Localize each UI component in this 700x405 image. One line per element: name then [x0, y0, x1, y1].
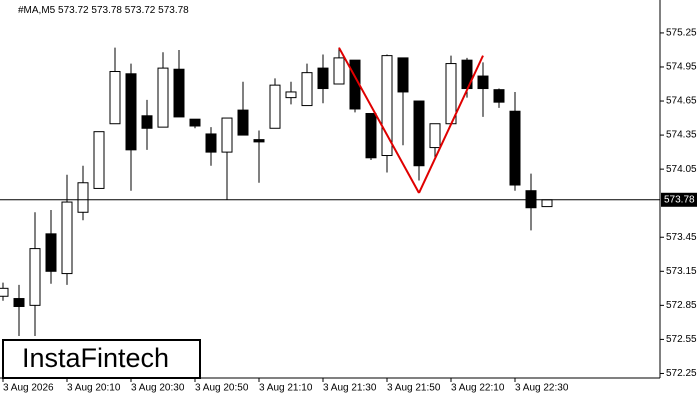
candle-body [205, 133, 217, 153]
x-tick-label: 3 Aug 20:30 [131, 383, 185, 394]
y-tick-label: 574.05 [666, 164, 697, 175]
y-tick-label: 573.45 [666, 232, 697, 243]
candle-body [0, 287, 9, 297]
y-tick-label: 574.65 [666, 96, 697, 107]
x-tick-label: 3 Aug 22:30 [515, 383, 569, 394]
candle-body [413, 100, 425, 167]
y-tick-label: 575.25 [666, 28, 697, 39]
candle-body [365, 113, 377, 159]
candle-body [381, 55, 393, 157]
y-tick-label: 574.35 [666, 130, 697, 141]
candle-body [269, 84, 281, 129]
chart-header: #MA,M5 573.72 573.78 573.72 573.78 [18, 5, 189, 16]
candle-body [509, 110, 521, 186]
candle-body [525, 190, 537, 209]
header-open: 573.72 [58, 5, 89, 16]
candle-body [253, 139, 265, 143]
candle-body [541, 199, 553, 208]
candle-body [109, 71, 121, 125]
y-tick-label: 572.85 [666, 300, 697, 311]
y-tick-label: 572.25 [666, 368, 697, 379]
candle-body [93, 131, 105, 189]
candle-body [13, 298, 25, 307]
candle-body [157, 67, 169, 128]
plot-area [0, 47, 553, 336]
x-tick-label: 3 Aug 21:50 [387, 383, 441, 394]
candle-body [397, 57, 409, 93]
y-tick-label: 573.15 [666, 266, 697, 277]
candle-body [333, 57, 345, 85]
y-tick-label: 574.95 [666, 62, 697, 73]
x-tick-label: 3 Aug 2026 [3, 383, 54, 394]
candle-body [301, 72, 313, 107]
candle-body [221, 117, 233, 153]
logo-box [2, 339, 201, 379]
candle-body [429, 123, 441, 149]
header-low: 573.72 [125, 5, 156, 16]
candle-body [45, 233, 57, 272]
candle-body [173, 68, 185, 118]
candle-body [237, 109, 249, 136]
x-tick-label: 3 Aug 21:30 [323, 383, 377, 394]
header-high: 573.78 [91, 5, 122, 16]
candle-body [189, 118, 201, 127]
y-tick-label: 572.55 [666, 334, 697, 345]
candle-body [29, 248, 41, 306]
candle-body [317, 67, 329, 90]
candle-body [141, 115, 153, 129]
symbol: #MA,M5 [18, 5, 56, 16]
logo: InstaFintech [22, 343, 169, 373]
candle-body [77, 182, 89, 213]
x-tick-label: 3 Aug 21:10 [259, 383, 313, 394]
candle-body [285, 91, 297, 99]
x-tick-label: 3 Aug 20:50 [195, 383, 249, 394]
x-tick-label: 3 Aug 20:10 [67, 383, 121, 394]
candle-body [493, 89, 505, 103]
current-price-box [661, 192, 697, 207]
header-close: 573.78 [158, 5, 189, 16]
pattern-line [338, 47, 420, 194]
candle-body [477, 75, 489, 90]
current-price-label: 573.78 [664, 194, 695, 205]
x-tick-label: 3 Aug 22:10 [451, 383, 505, 394]
candle-body [61, 201, 73, 275]
pattern-line [418, 55, 484, 194]
candle-body [125, 73, 137, 151]
